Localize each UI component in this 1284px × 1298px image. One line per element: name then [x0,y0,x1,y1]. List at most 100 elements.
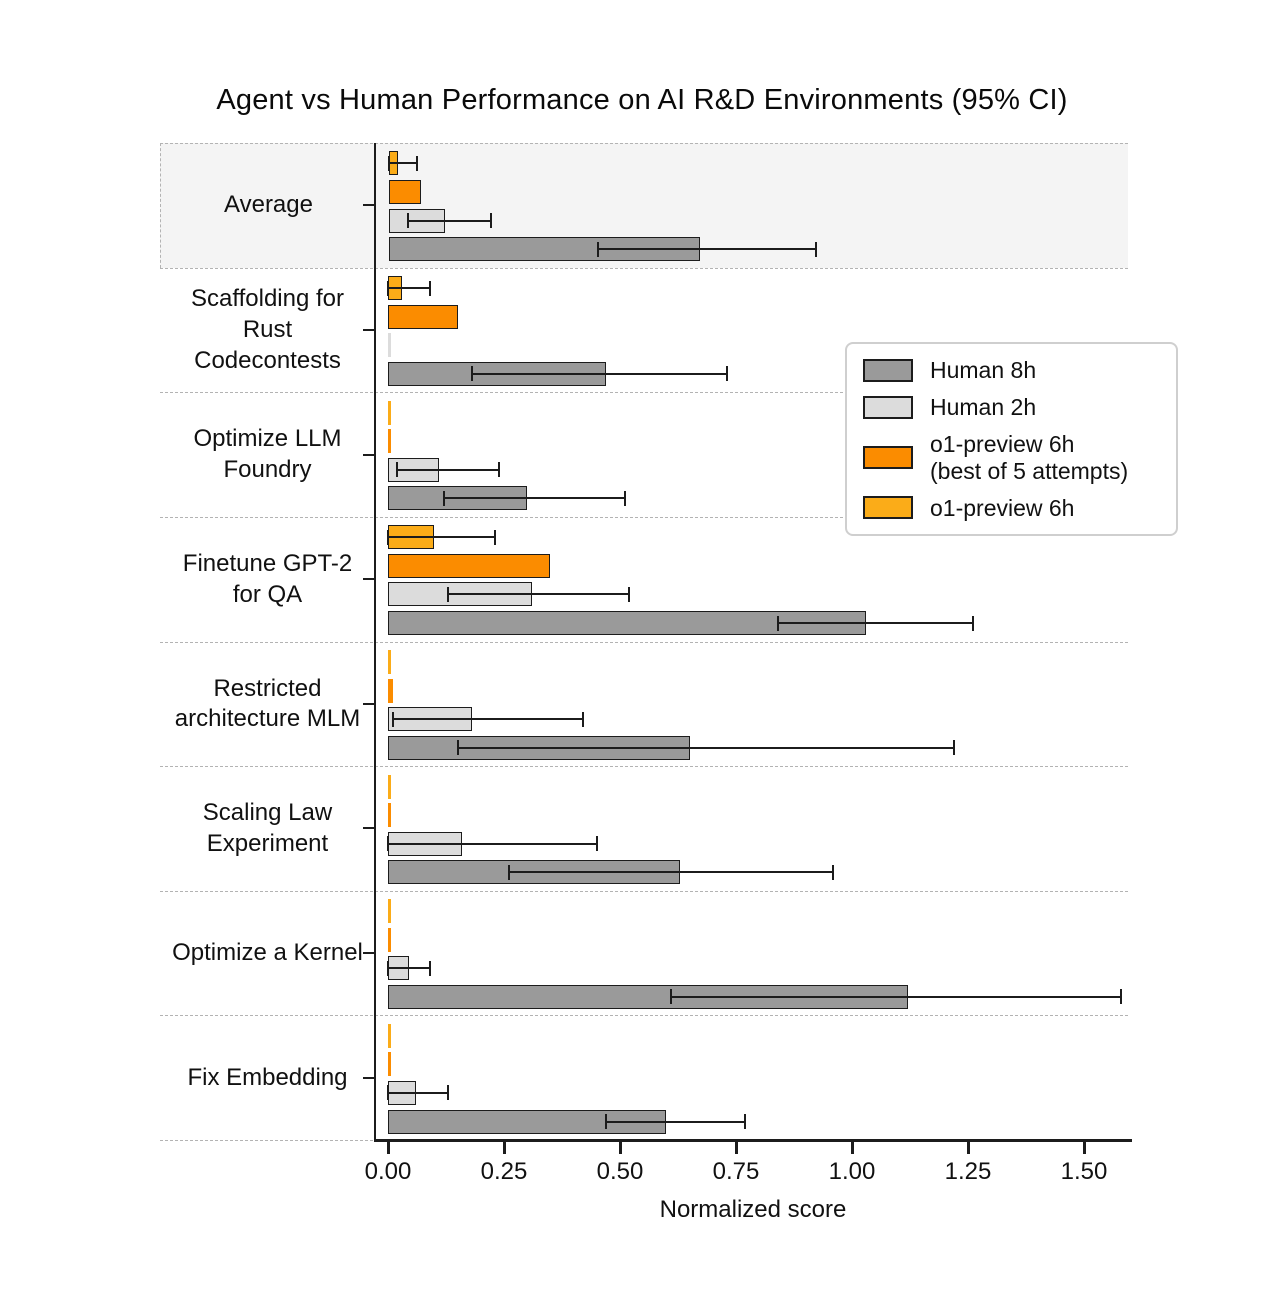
error-bar [443,497,625,500]
bar-o1-best5 [388,553,551,578]
legend-label-line: Human 2h [930,394,1037,421]
bar-o1-best5 [388,927,391,952]
plot-area: Average Scaffolding for Rust Codecontests… [160,143,1128,1141]
category-label: Fix Embedding [187,1063,348,1091]
category-label: Restricted architecture MLM [174,674,361,733]
error-bar-cap [396,462,399,478]
x-tick [386,1142,390,1154]
error-bar-cap [415,155,418,171]
bar-o1-best5 [388,1052,391,1077]
error-bar [388,842,597,845]
error-bar-cap [832,864,835,880]
error-bar [597,248,816,251]
error-bar-cap [456,740,459,756]
category-label: Scaffolding for Rust Codecontests [191,285,344,374]
error-bar [457,746,955,749]
error-bar [388,967,430,970]
error-bar-cap [493,529,496,545]
error-bar [388,536,495,539]
chart-title: Agent vs Human Performance on AI R&D Env… [216,84,1068,116]
error-bar [471,372,727,375]
chart-row: Optimize a Kernel [160,890,1128,1016]
y-tick [363,827,374,830]
y-tick [363,204,374,207]
error-bar-cap [387,1085,389,1101]
y-tick [363,453,374,456]
bar-o1 [388,649,391,674]
legend-swatch-human-8h [863,358,913,382]
bar-o1-best5 [388,678,393,703]
y-tick [363,328,374,331]
error-bar-cap [507,864,510,880]
chart-row: Scaling Law Experiment [160,766,1128,891]
x-tick [734,1142,738,1154]
bar-human-2h [388,333,391,358]
x-tick [850,1142,854,1154]
category-label: Optimize LLM Foundry [193,425,342,484]
x-tick-label: 1.00 [828,1158,876,1185]
chart-row: Scaffolding for Rust Codecontests [160,267,1128,393]
bar-o1 [388,400,391,425]
error-bar-cap [391,711,394,727]
legend-label: Human 2h [930,394,1036,420]
chart-row: Average [160,143,1128,268]
x-tick [502,1142,506,1154]
x-tick-label: 0.75 [712,1158,760,1185]
category-label: Scaling Law Experiment [202,799,333,857]
legend-item: Human 8h [863,357,1160,383]
error-bar [392,718,583,721]
error-bar-cap [596,241,599,257]
error-bar [606,1120,746,1123]
error-bar [407,219,492,222]
error-bar [397,468,500,471]
legend-label: o1-preview 6h [930,495,1074,521]
error-bar-cap [470,366,473,382]
legend-label-line: o1-preview 6h [930,431,1075,458]
y-axis-spine [374,143,376,1140]
error-bar-cap [490,213,493,229]
error-bar-cap [725,366,728,382]
category-label: Average [224,191,313,219]
bar-o1-best5 [388,803,391,828]
error-bar-cap [387,529,389,545]
error-bar [448,593,630,596]
error-bar-cap [447,586,450,602]
legend-label: o1-preview 6h (best of 5 attempts) [930,431,1128,483]
error-bar-cap [447,1085,450,1101]
error-bar [671,995,1122,998]
x-tick [618,1142,622,1154]
bar-o1-best5 [389,180,422,204]
error-bar-cap [953,740,956,756]
y-tick [363,1076,374,1079]
legend: Human 8h Human 2h o1-preview 6h (best of 5 … [845,342,1178,537]
bar-o1 [388,899,391,924]
bar-o1 [388,1023,391,1048]
x-tick-label: 0.25 [480,1158,528,1185]
error-bar-cap [1120,989,1123,1005]
bar-o1 [388,774,391,799]
legend-swatch-o1 [863,496,913,520]
x-tick-label: 0.00 [364,1158,412,1185]
error-bar-cap [814,241,817,257]
error-bar-cap [498,462,501,478]
legend-swatch-human-2h [863,395,913,419]
x-tick-label: 1.25 [944,1158,992,1185]
chart-row: Restricted architecture MLM [160,641,1128,767]
x-tick-label: 0.50 [596,1158,644,1185]
legend-swatch-o1-best5 [863,446,913,470]
error-bar-cap [442,490,445,506]
y-tick [363,952,374,955]
error-bar-cap [387,960,389,976]
legend-item: o1-preview 6h [863,495,1160,521]
error-bar [388,287,430,290]
legend-item: o1-preview 6h (best of 5 attempts) [863,431,1160,484]
error-bar-cap [605,1114,608,1130]
error-bar-cap [744,1114,747,1130]
error-bar-cap [428,960,431,976]
chart-row: Fix Embedding [160,1015,1128,1140]
chart-row: Optimize LLM Foundry [160,392,1128,517]
error-bar-cap [388,155,390,171]
error-bar [388,1091,449,1094]
legend-item: Human 2h [863,394,1160,420]
